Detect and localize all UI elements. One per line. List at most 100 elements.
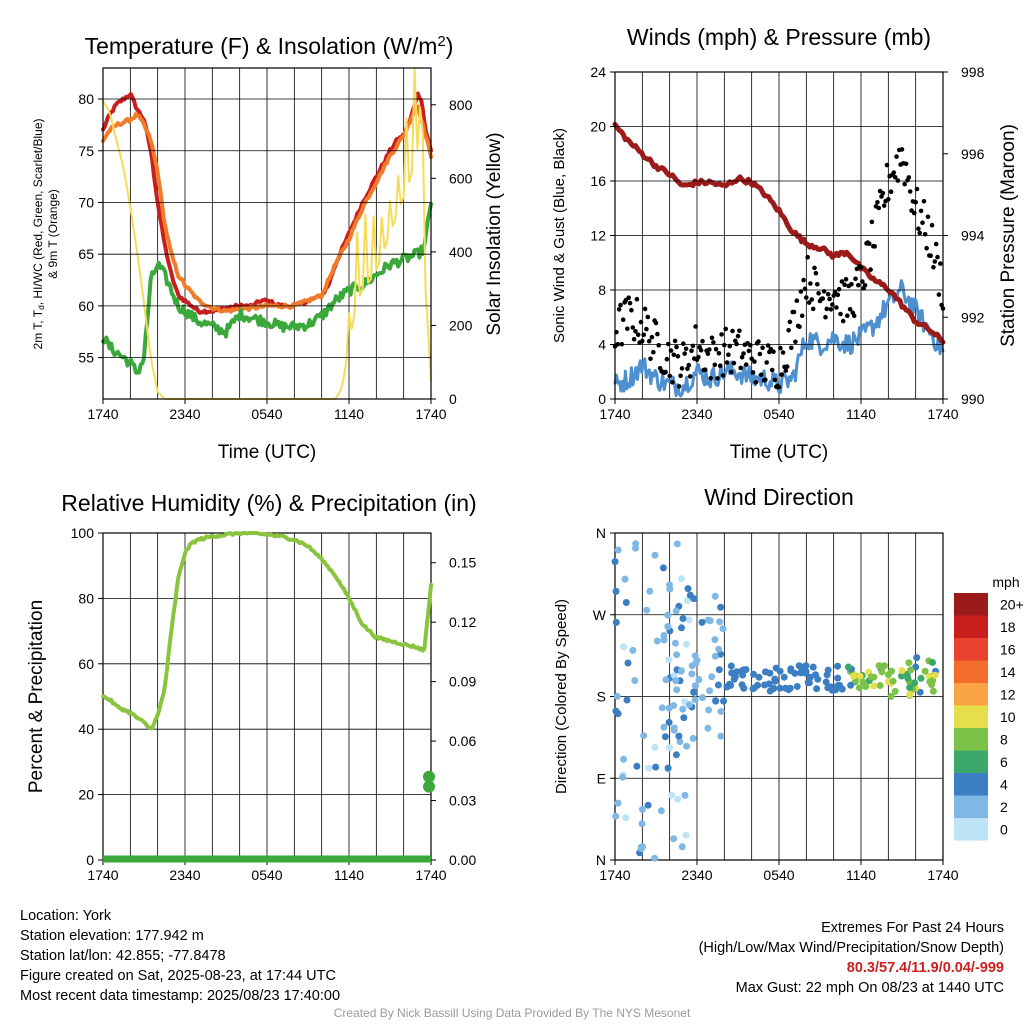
gust-point xyxy=(786,327,791,333)
direction-point xyxy=(612,587,620,595)
direction-point xyxy=(750,684,758,692)
direction-point xyxy=(805,679,813,687)
gust-point xyxy=(783,368,789,373)
gust-point xyxy=(903,161,909,167)
direction-point xyxy=(904,674,912,682)
gust-point xyxy=(825,291,831,297)
direction-point xyxy=(906,691,914,698)
direction-point xyxy=(793,683,801,690)
x-axis-label-temperature: Time (UTC) xyxy=(218,442,317,463)
gust-point xyxy=(824,306,830,312)
gust-point xyxy=(912,210,917,216)
gust-point xyxy=(853,276,858,282)
direction-point xyxy=(695,676,703,683)
direction-point xyxy=(898,667,906,675)
gust-point xyxy=(644,326,649,332)
gust-point xyxy=(925,214,931,220)
direction-point xyxy=(921,667,929,675)
y2-tick-label: 0.06 xyxy=(449,733,476,749)
gust-point xyxy=(645,314,651,320)
y2-tick-label: 996 xyxy=(961,146,985,162)
gust-point xyxy=(696,354,701,360)
direction-point xyxy=(678,843,686,851)
x-tick-label: 1740 xyxy=(87,867,118,883)
direction-point xyxy=(665,656,673,664)
direction-point xyxy=(698,618,706,626)
direction-point xyxy=(913,654,921,662)
direction-point xyxy=(844,663,852,671)
direction-point xyxy=(717,603,725,611)
series-sonic-wind xyxy=(613,279,945,398)
gust-point xyxy=(731,360,737,366)
direction-point xyxy=(740,684,748,692)
gust-point xyxy=(772,377,778,383)
gust-point xyxy=(651,349,656,355)
station-info: Location: York Station elevation: 177.94… xyxy=(20,906,340,1006)
direction-point xyxy=(720,697,728,705)
gust-point xyxy=(835,292,841,298)
gust-point xyxy=(648,356,653,362)
y-tick-label: 4 xyxy=(598,337,606,353)
gust-point xyxy=(791,309,797,315)
direction-point xyxy=(651,854,659,862)
direction-point xyxy=(691,696,699,704)
direction-point xyxy=(686,591,694,599)
y-tick-label: 40 xyxy=(78,721,94,737)
direction-point xyxy=(776,684,784,692)
gust-point xyxy=(713,346,719,352)
extremes-title: Extremes For Past 24 Hours xyxy=(821,920,1004,936)
gust-point xyxy=(738,365,743,371)
precip-point xyxy=(423,770,435,783)
direction-point xyxy=(795,662,803,670)
gust-point xyxy=(743,362,749,367)
panel-title-temperature: Temperature (F) & Insolation (W/m2) xyxy=(85,33,454,59)
direction-point xyxy=(673,540,681,548)
credit-text: Created By Nick Bassill Using Data Provi… xyxy=(333,1006,691,1020)
direction-point xyxy=(672,607,680,615)
gust-point xyxy=(845,313,850,319)
y-axis-label-direction: Direction (Colored By Speed) xyxy=(553,599,570,794)
y2-tick-label: 200 xyxy=(449,317,473,333)
y2-tick-label: 600 xyxy=(449,170,473,186)
direction-point xyxy=(878,668,886,676)
x-tick-label: 1740 xyxy=(927,867,958,883)
direction-point xyxy=(633,762,641,770)
direction-point xyxy=(813,685,821,693)
gust-point xyxy=(872,244,877,249)
gust-point xyxy=(715,376,720,381)
panel-title-direction: Wind Direction xyxy=(704,484,854,510)
y2-tick-label: 998 xyxy=(961,64,985,80)
direction-point xyxy=(623,696,631,704)
direction-point xyxy=(859,678,867,686)
y-axis-label-temperature-2: & 9m T (Orange) xyxy=(46,189,60,279)
direction-point xyxy=(682,831,690,839)
gust-point xyxy=(847,306,853,312)
direction-point xyxy=(875,662,883,670)
gust-point xyxy=(635,332,641,338)
legend-label: 8 xyxy=(1000,731,1008,747)
direction-point xyxy=(683,742,691,750)
y-tick-label: W xyxy=(593,607,607,623)
gust-point xyxy=(693,324,698,329)
legend-swatch xyxy=(954,615,988,638)
gust-point xyxy=(720,373,726,378)
panel-title-humidity: Relative Humidity (%) & Precipitation (i… xyxy=(61,490,476,516)
gust-point xyxy=(626,295,631,301)
direction-point xyxy=(624,659,632,667)
gust-point xyxy=(836,286,842,292)
gust-point xyxy=(780,350,786,355)
direction-point xyxy=(639,843,647,851)
legend-title: mph xyxy=(992,574,1019,590)
gust-point xyxy=(799,313,805,319)
direction-point xyxy=(880,662,888,670)
legend-label: 4 xyxy=(1000,776,1008,792)
direction-point xyxy=(712,697,720,705)
gust-point xyxy=(682,351,687,356)
direction-point xyxy=(715,666,723,674)
direction-point xyxy=(614,546,622,554)
gust-point xyxy=(666,341,671,347)
direction-point xyxy=(629,646,637,654)
y2-tick-label: 0.00 xyxy=(449,852,476,868)
direction-point xyxy=(660,723,668,731)
direction-point xyxy=(672,677,680,685)
